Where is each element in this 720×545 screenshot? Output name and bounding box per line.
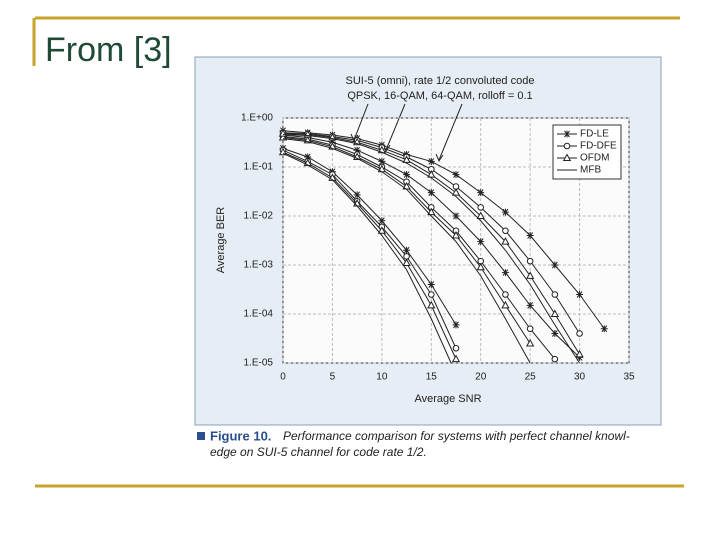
series-line [282, 134, 580, 364]
y-tick-label: 1.E-05 [244, 358, 274, 369]
marker [402, 155, 411, 163]
marker [476, 211, 485, 219]
marker [427, 189, 435, 197]
marker [477, 189, 485, 197]
x-tick-label: 25 [525, 372, 537, 383]
marker [576, 353, 584, 361]
legend-label: MFB [580, 165, 601, 176]
x-tick-label: 35 [623, 372, 635, 383]
series-line [282, 152, 452, 364]
marker [501, 208, 509, 216]
marker [502, 227, 509, 235]
marker [575, 349, 584, 358]
y-tick-label: 1.E-02 [244, 211, 274, 222]
annotation: SUI-5 (omni), rate 1/2 convoluted code [346, 75, 535, 87]
marker [501, 237, 510, 245]
y-tick-label: 1.E-04 [244, 309, 274, 320]
series-line [282, 138, 531, 364]
marker [378, 157, 386, 165]
y-axis-label: Average BER [215, 207, 227, 274]
legend-label: OFDM [580, 153, 609, 164]
marker [353, 191, 361, 199]
marker [576, 291, 584, 299]
marker [501, 300, 510, 309]
marker [526, 257, 534, 265]
series-line [282, 135, 556, 360]
marker [427, 157, 435, 165]
x-tick-label: 15 [426, 372, 438, 383]
y-tick-label: 1.E-03 [244, 260, 274, 271]
marker [452, 171, 460, 179]
marker [451, 188, 461, 196]
marker [476, 262, 485, 271]
legend-label: FD-DFE [580, 141, 617, 152]
marker [452, 321, 460, 329]
marker [427, 291, 435, 298]
marker [477, 238, 485, 246]
legend-marker [563, 130, 571, 138]
marker [551, 329, 559, 337]
marker [576, 330, 583, 337]
series-line [282, 149, 457, 349]
marker [551, 291, 559, 298]
legend-marker [563, 142, 571, 150]
x-axis-label: Average SNR [414, 393, 481, 405]
marker [526, 301, 534, 309]
caption-text: edge on SUI-5 channel for code rate 1/2. [210, 445, 427, 459]
x-tick-label: 30 [574, 372, 586, 383]
marker [278, 147, 288, 156]
marker [304, 153, 312, 161]
slide-title: From [3] [45, 31, 172, 69]
marker [427, 300, 436, 309]
marker [451, 230, 461, 239]
y-tick-label: 1.E-01 [244, 162, 274, 173]
caption-text: Performance comparison for systems with … [283, 429, 630, 443]
marker [526, 231, 534, 239]
marker [525, 338, 535, 347]
marker [477, 204, 485, 211]
marker [427, 207, 436, 216]
x-tick-label: 10 [376, 372, 388, 383]
series-line [282, 130, 605, 330]
marker [551, 355, 559, 363]
marker [427, 280, 435, 288]
marker [403, 171, 411, 179]
marker [550, 309, 560, 317]
y-tick-label: 1.E+00 [241, 113, 273, 124]
marker [378, 217, 386, 225]
marker [502, 291, 509, 298]
marker [525, 271, 535, 279]
marker [600, 325, 608, 333]
legend-label: FD-LE [580, 129, 609, 140]
caption-label: Figure 10. [210, 428, 271, 443]
series-line [282, 147, 457, 326]
marker [403, 246, 411, 254]
marker [526, 325, 534, 333]
marker [402, 258, 411, 266]
marker [403, 253, 410, 260]
marker [353, 146, 361, 154]
caption-bullet [197, 432, 205, 440]
marker [501, 269, 509, 277]
marker [451, 354, 461, 363]
marker [377, 226, 387, 234]
marker [452, 212, 460, 220]
annotation: QPSK, 16-QAM, 64-QAM, rolloff = 0.1 [347, 90, 532, 102]
marker [551, 261, 559, 269]
x-tick-label: 20 [475, 372, 487, 383]
x-tick-label: 0 [280, 372, 286, 383]
marker [452, 344, 460, 352]
legend-marker [562, 153, 572, 161]
series-line [282, 151, 457, 360]
marker [427, 170, 436, 178]
x-tick-label: 5 [330, 372, 336, 383]
